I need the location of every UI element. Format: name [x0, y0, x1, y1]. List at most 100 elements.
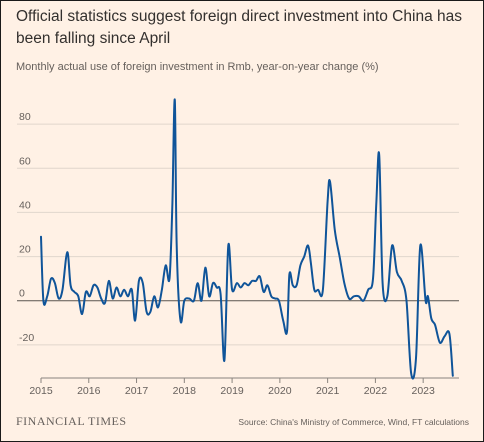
y-tick-label: -20 — [19, 332, 34, 344]
data-point — [444, 335, 446, 337]
data-point — [396, 271, 398, 273]
data-point — [112, 298, 114, 300]
data-point — [322, 289, 324, 291]
y-tick-label: 20 — [19, 244, 31, 256]
data-point — [54, 282, 56, 284]
data-point — [362, 300, 364, 302]
data-point — [183, 300, 185, 302]
data-point — [174, 99, 176, 101]
data-point — [382, 282, 384, 284]
data-point — [434, 324, 436, 326]
data-point — [193, 300, 195, 302]
x-tick-label: 2019 — [220, 385, 244, 397]
data-point — [165, 264, 167, 266]
data-point — [77, 295, 79, 297]
data-point — [327, 200, 329, 202]
data-point — [266, 284, 268, 286]
data-point — [270, 295, 272, 297]
data-point — [419, 245, 421, 247]
data-point — [405, 300, 407, 302]
data-point — [161, 289, 163, 291]
data-point — [307, 245, 309, 247]
x-tick-label: 2023 — [411, 385, 435, 397]
ft-brand: FINANCIAL TIMES — [16, 414, 127, 428]
data-point — [100, 298, 102, 300]
data-point — [212, 282, 214, 284]
data-point — [216, 286, 218, 288]
data-point — [410, 373, 412, 375]
data-point — [317, 289, 319, 291]
data-point — [427, 295, 429, 297]
axes: 80 60 40 20 0 -20 2015 2016 2017 2018 2019 2020 2021… — [19, 111, 459, 397]
data-point — [104, 302, 106, 304]
data-point — [201, 300, 203, 302]
data-point — [89, 295, 91, 297]
data-point — [313, 289, 315, 291]
data-point — [236, 282, 238, 284]
data-point — [176, 245, 178, 247]
data-point — [231, 289, 233, 291]
data-point — [296, 284, 298, 286]
data-point — [278, 300, 280, 302]
data-point — [288, 273, 290, 275]
data-point — [259, 275, 261, 277]
data-point — [292, 284, 294, 286]
x-tick-label: 2015 — [29, 385, 53, 397]
data-point — [204, 267, 206, 269]
data-point — [96, 286, 98, 288]
data-point — [251, 280, 253, 282]
data-point — [138, 280, 140, 282]
data-point — [282, 320, 284, 322]
data-point — [123, 289, 125, 291]
data-point — [66, 251, 68, 253]
data-point — [153, 295, 155, 297]
data-point — [81, 313, 83, 315]
y-tick-label: 40 — [19, 199, 31, 211]
data-point — [386, 295, 388, 297]
data-point — [310, 262, 312, 264]
y-tick-label: 80 — [19, 111, 31, 123]
y-tick-label: 0 — [19, 288, 25, 300]
data-point — [42, 300, 44, 302]
data-point — [375, 200, 377, 202]
data-point — [286, 331, 288, 333]
data-point — [188, 298, 190, 300]
x-tick-label: 2021 — [316, 385, 340, 397]
data-point — [197, 282, 199, 284]
data-point — [247, 284, 249, 286]
data-point — [208, 295, 210, 297]
data-point — [85, 291, 87, 293]
data-point — [448, 333, 450, 335]
data-point — [372, 278, 374, 280]
data-point — [149, 311, 151, 313]
data-point — [134, 320, 136, 322]
series-line-0 — [40, 98, 454, 380]
data-point — [339, 256, 341, 258]
data-point — [240, 286, 242, 288]
data-point — [142, 282, 144, 284]
data-point — [131, 289, 133, 291]
data-point — [303, 256, 305, 258]
data-point — [169, 278, 171, 280]
data-point — [119, 295, 121, 297]
data-point — [299, 264, 301, 266]
data-point — [50, 278, 52, 280]
data-point — [430, 317, 432, 319]
data-point — [146, 311, 148, 313]
data-point — [46, 295, 48, 297]
data-point — [367, 289, 369, 291]
data-point — [329, 181, 331, 183]
data-point — [353, 295, 355, 297]
data-point — [227, 245, 229, 247]
data-point — [452, 375, 454, 377]
source-note: Source: China's Ministry of Commerce, Wi… — [238, 417, 469, 427]
chart-title: Official statistics suggest foreign dire… — [16, 8, 462, 47]
data-point — [263, 291, 265, 293]
data-point — [255, 280, 257, 282]
data-point — [220, 293, 222, 295]
data-point — [274, 298, 276, 300]
data-point — [343, 282, 345, 284]
data-point — [58, 298, 60, 300]
